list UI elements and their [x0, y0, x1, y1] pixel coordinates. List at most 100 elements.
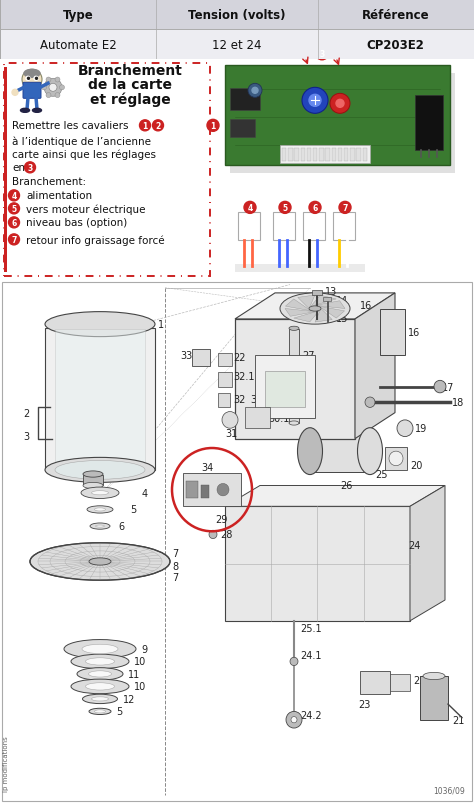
- FancyBboxPatch shape: [218, 354, 232, 366]
- FancyBboxPatch shape: [238, 213, 260, 241]
- Ellipse shape: [91, 697, 109, 701]
- Ellipse shape: [77, 668, 123, 680]
- Ellipse shape: [83, 471, 103, 478]
- Polygon shape: [83, 475, 103, 486]
- Text: 22: 22: [233, 353, 246, 363]
- Bar: [4, 126, 7, 161]
- FancyBboxPatch shape: [186, 482, 198, 499]
- FancyBboxPatch shape: [390, 674, 410, 691]
- Text: 33: 33: [180, 351, 192, 361]
- FancyBboxPatch shape: [245, 408, 270, 429]
- Ellipse shape: [94, 710, 106, 713]
- FancyBboxPatch shape: [350, 149, 355, 162]
- Polygon shape: [410, 486, 445, 621]
- Text: 27: 27: [302, 351, 315, 361]
- Bar: [4, 161, 7, 199]
- Circle shape: [252, 88, 258, 94]
- Ellipse shape: [45, 458, 155, 483]
- Text: 11: 11: [128, 669, 140, 679]
- FancyBboxPatch shape: [192, 349, 210, 366]
- Polygon shape: [55, 330, 145, 465]
- Ellipse shape: [30, 543, 170, 581]
- Text: 7: 7: [342, 204, 348, 213]
- Text: 1036/09: 1036/09: [433, 785, 465, 795]
- Ellipse shape: [64, 640, 136, 658]
- Ellipse shape: [280, 294, 350, 324]
- Text: 2: 2: [23, 408, 29, 418]
- Circle shape: [22, 70, 42, 90]
- Text: niveau bas (option): niveau bas (option): [26, 218, 127, 228]
- FancyBboxPatch shape: [273, 213, 295, 241]
- FancyBboxPatch shape: [280, 146, 370, 164]
- Bar: [4, 68, 7, 92]
- Circle shape: [279, 202, 291, 214]
- FancyBboxPatch shape: [230, 120, 255, 138]
- Text: 9: 9: [141, 644, 147, 654]
- Text: 5: 5: [116, 707, 122, 716]
- Text: 13: 13: [325, 287, 337, 296]
- Text: 4: 4: [11, 192, 17, 201]
- Ellipse shape: [87, 506, 113, 513]
- FancyBboxPatch shape: [303, 213, 325, 241]
- Text: 3: 3: [23, 431, 29, 441]
- Text: 21: 21: [452, 715, 465, 725]
- Text: 19: 19: [415, 424, 427, 434]
- Text: 14: 14: [336, 296, 348, 306]
- Circle shape: [36, 78, 37, 80]
- FancyBboxPatch shape: [325, 149, 330, 162]
- Text: 12 et 24: 12 et 24: [212, 39, 262, 51]
- Circle shape: [389, 451, 403, 466]
- Ellipse shape: [45, 312, 155, 337]
- Bar: [4, 237, 7, 273]
- Circle shape: [34, 77, 38, 81]
- FancyBboxPatch shape: [332, 149, 336, 162]
- Text: 17: 17: [442, 382, 455, 392]
- Ellipse shape: [94, 508, 106, 512]
- Text: 7: 7: [172, 548, 178, 558]
- Text: 12: 12: [122, 694, 135, 704]
- Ellipse shape: [89, 558, 111, 565]
- Circle shape: [244, 202, 256, 214]
- Circle shape: [330, 94, 350, 114]
- Polygon shape: [45, 329, 155, 471]
- FancyBboxPatch shape: [385, 447, 407, 471]
- Text: 24.1: 24.1: [300, 650, 321, 660]
- Text: 34: 34: [201, 463, 213, 472]
- Text: 22: 22: [413, 675, 426, 685]
- Ellipse shape: [71, 679, 129, 694]
- Circle shape: [397, 421, 413, 437]
- Text: 5: 5: [283, 204, 288, 213]
- Circle shape: [9, 204, 19, 214]
- FancyBboxPatch shape: [2, 283, 472, 801]
- Ellipse shape: [71, 654, 129, 669]
- FancyBboxPatch shape: [0, 30, 474, 60]
- Circle shape: [309, 96, 321, 107]
- FancyBboxPatch shape: [235, 265, 365, 273]
- Circle shape: [248, 84, 262, 98]
- Text: Remettre les cavaliers: Remettre les cavaliers: [12, 121, 128, 131]
- Text: 1: 1: [210, 122, 216, 131]
- Text: 1: 1: [142, 122, 147, 131]
- Polygon shape: [235, 294, 395, 320]
- FancyBboxPatch shape: [301, 149, 305, 162]
- FancyBboxPatch shape: [312, 291, 322, 296]
- Polygon shape: [310, 430, 370, 472]
- Circle shape: [9, 218, 19, 229]
- Ellipse shape: [298, 428, 322, 475]
- Circle shape: [25, 163, 36, 173]
- Text: 6: 6: [118, 521, 124, 532]
- FancyBboxPatch shape: [333, 213, 355, 241]
- Text: 2: 2: [155, 122, 161, 131]
- FancyBboxPatch shape: [344, 149, 348, 162]
- Text: 23: 23: [358, 699, 370, 709]
- Polygon shape: [285, 309, 315, 317]
- Ellipse shape: [89, 708, 111, 715]
- Circle shape: [139, 120, 151, 132]
- FancyBboxPatch shape: [420, 676, 448, 719]
- FancyBboxPatch shape: [415, 96, 443, 151]
- Ellipse shape: [309, 307, 321, 312]
- Text: 3: 3: [27, 164, 33, 173]
- Text: 25: 25: [375, 470, 388, 479]
- Ellipse shape: [95, 525, 104, 528]
- Polygon shape: [225, 486, 445, 507]
